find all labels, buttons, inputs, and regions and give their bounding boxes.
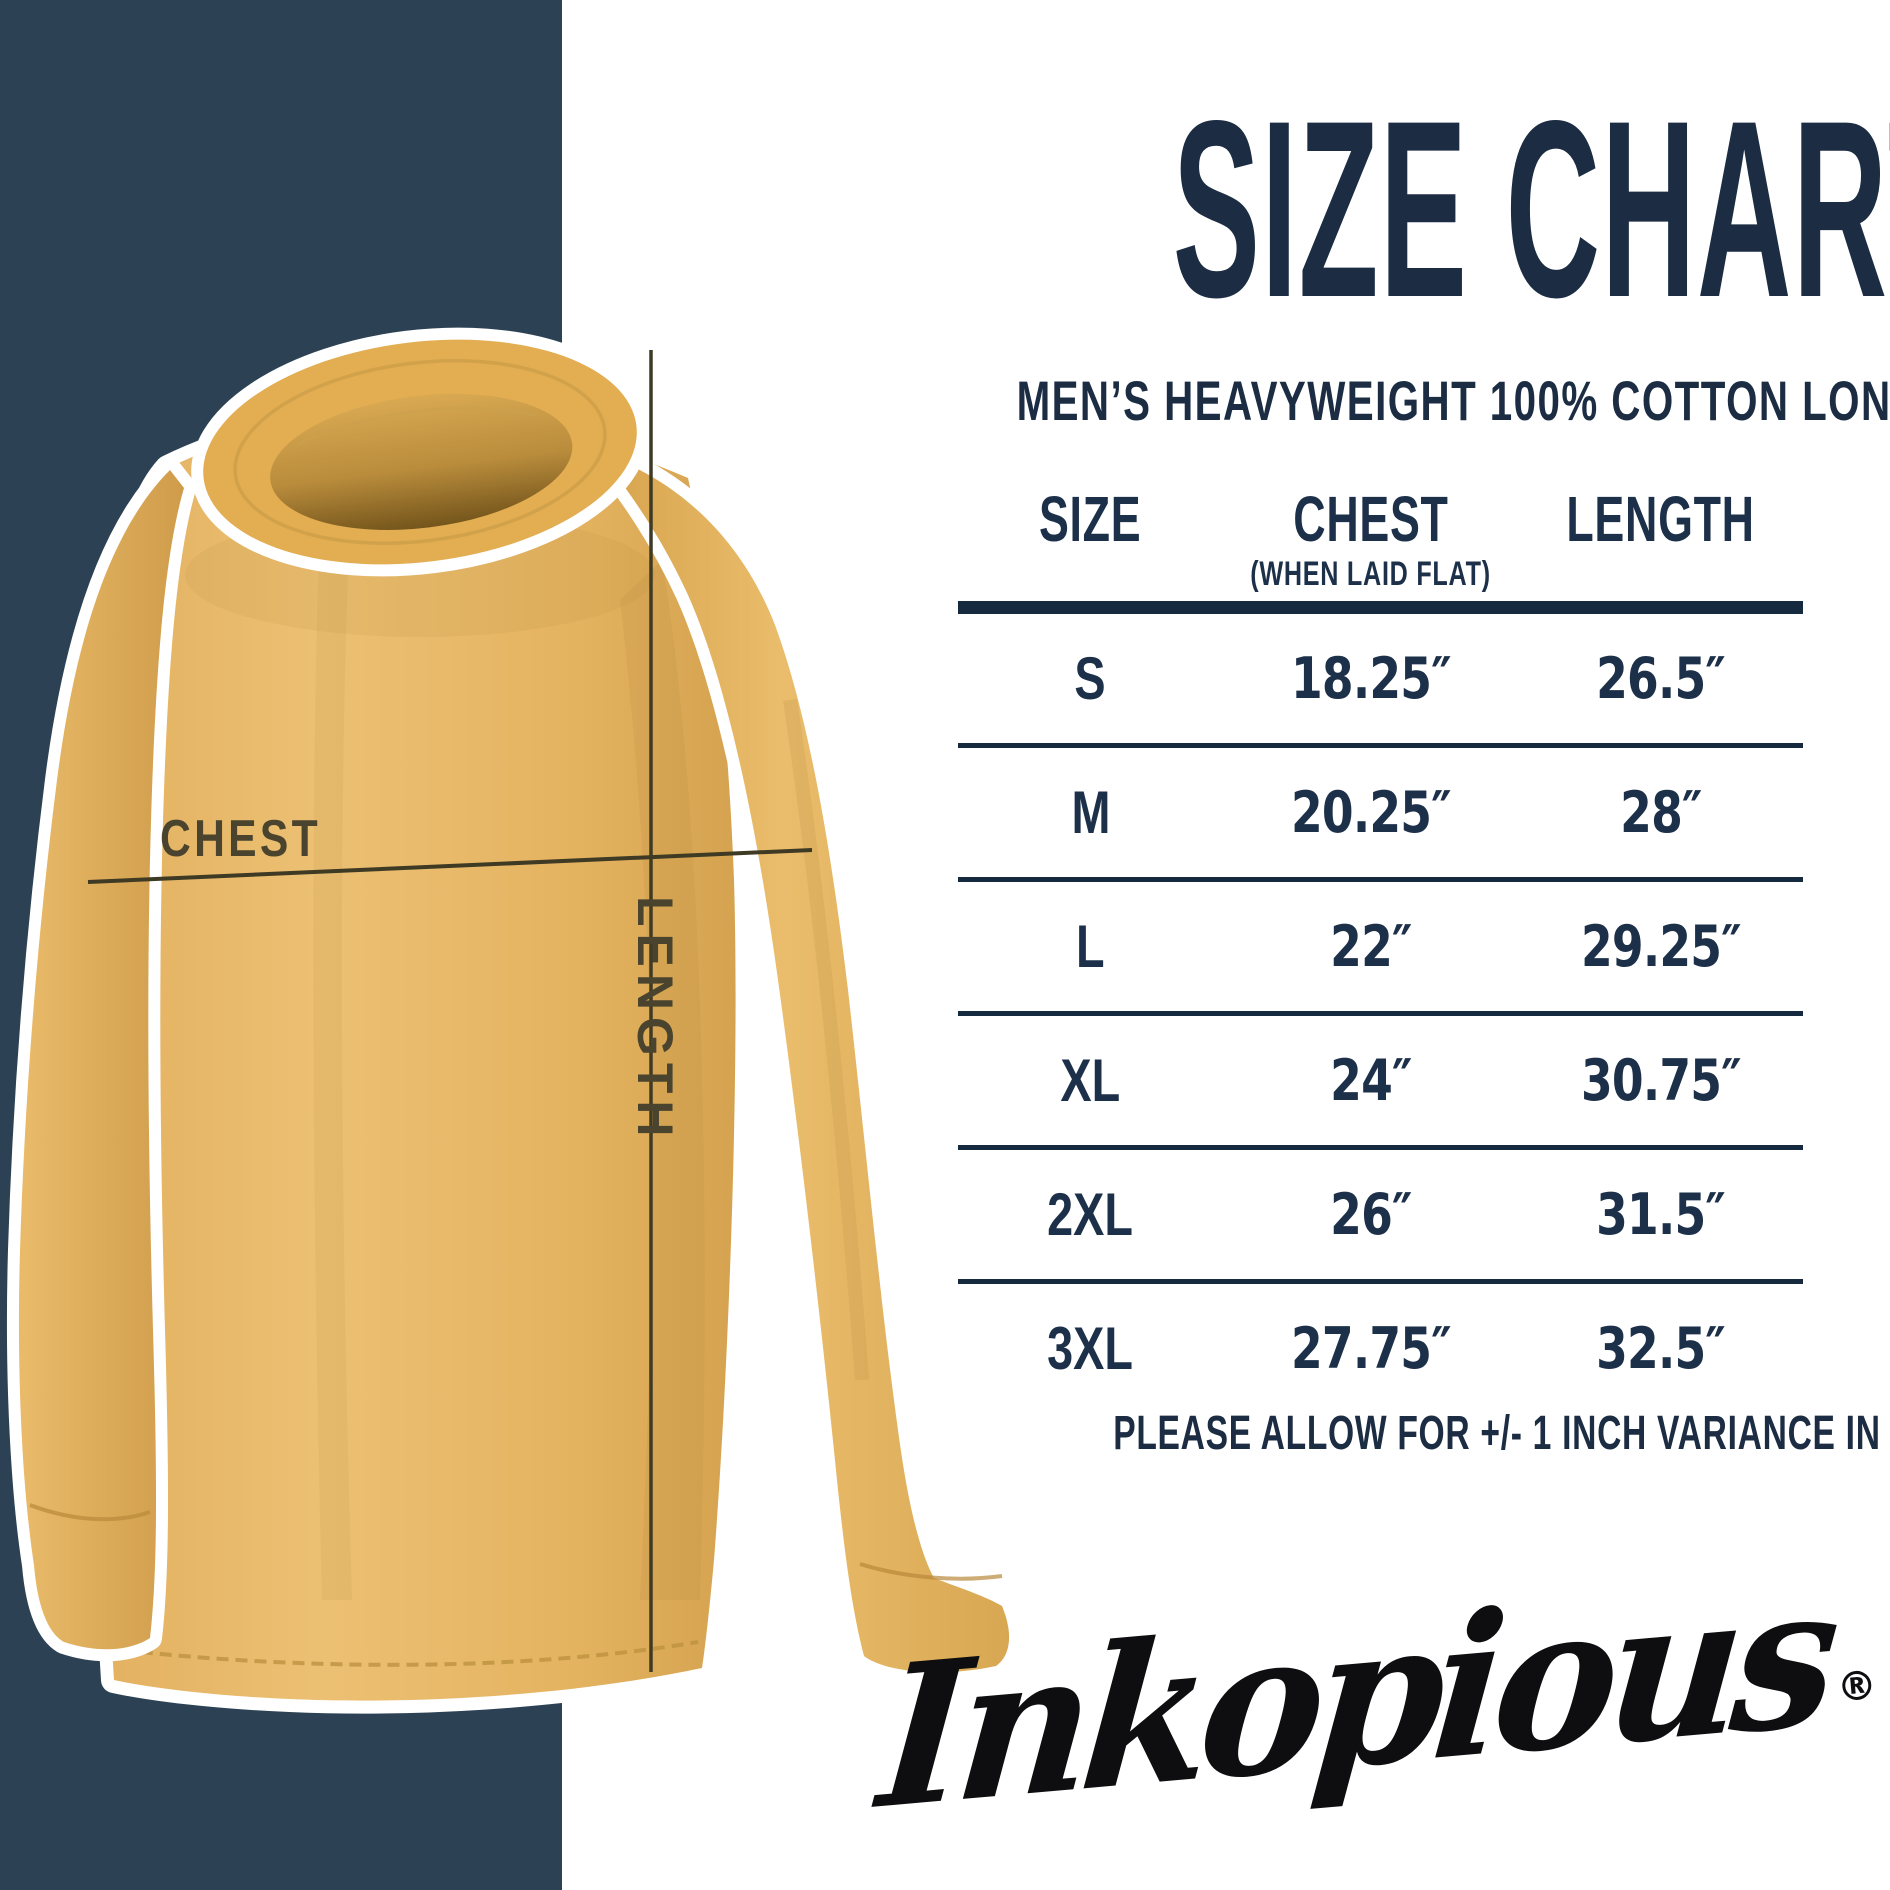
length-cell: 26.5″ bbox=[1596, 645, 1726, 712]
page-title: SIZE CHART bbox=[1172, 69, 1890, 350]
hem-stitch bbox=[121, 1640, 699, 1667]
column-header-size: SIZE bbox=[1039, 483, 1142, 555]
right-cuff-seam bbox=[859, 1562, 1003, 1581]
chest-cell: 18.25″ bbox=[1290, 645, 1452, 712]
table-row: XL 24″ 30.75″ bbox=[958, 1016, 1803, 1151]
collar-seam bbox=[297, 406, 537, 447]
table-header-rule bbox=[958, 601, 1803, 615]
column-header-chest-note: (WHEN LAID FLAT) bbox=[1250, 555, 1491, 594]
size-cell: XL bbox=[1060, 1047, 1121, 1115]
column-header-length: LENGTH bbox=[1566, 483, 1755, 555]
size-cell: S bbox=[1074, 645, 1107, 713]
length-cell: 32.5″ bbox=[1596, 1315, 1726, 1382]
table-row: M 20.25″ 28″ bbox=[958, 748, 1803, 883]
table-row: L 22″ 29.25″ bbox=[958, 882, 1803, 1017]
page-subtitle: MEN’S HEAVYWEIGHT 100% COTTON LONG SLEEV… bbox=[1016, 369, 1890, 432]
chest-measure-line bbox=[87, 848, 813, 884]
size-cell: 2XL bbox=[1047, 1181, 1134, 1249]
variance-note: PLEASE ALLOW FOR +/- 1 INCH VARIANCE IN … bbox=[1113, 1407, 1890, 1460]
chest-measure-label: CHEST bbox=[160, 810, 321, 868]
table-row: 3XL 27.75″ 32.5″ bbox=[958, 1284, 1803, 1413]
table-row: S 18.25″ 26.5″ bbox=[958, 614, 1803, 749]
left-cuff-seam bbox=[29, 1503, 151, 1522]
tshirt-right-sleeve bbox=[586, 440, 1022, 1685]
tshirt-left-sleeve bbox=[6, 458, 196, 1662]
size-table: SIZE CHEST (WHEN LAID FLAT) LENGTH S 18.… bbox=[958, 483, 1803, 1413]
chest-cell: 24″ bbox=[1329, 1047, 1412, 1114]
length-cell: 30.75″ bbox=[1580, 1047, 1742, 1114]
length-cell: 28″ bbox=[1619, 779, 1702, 846]
table-row: 2XL 26″ 31.5″ bbox=[958, 1150, 1803, 1285]
column-header-chest: CHEST (WHEN LAID FLAT) bbox=[1250, 483, 1491, 594]
size-cell: L bbox=[1076, 913, 1105, 981]
chest-cell: 27.75″ bbox=[1290, 1315, 1452, 1382]
tshirt-collar bbox=[191, 327, 649, 577]
chest-cell: 22″ bbox=[1329, 913, 1412, 980]
length-measure-label: LENGTH bbox=[627, 896, 683, 1144]
chest-cell: 20.25″ bbox=[1290, 779, 1452, 846]
registered-trademark-icon: ® bbox=[1835, 1662, 1879, 1712]
size-cell: M bbox=[1070, 779, 1110, 847]
measurement-guides: CHEST LENGTH bbox=[87, 350, 813, 1672]
length-cell: 29.25″ bbox=[1580, 913, 1742, 980]
size-table-header: SIZE CHEST (WHEN LAID FLAT) LENGTH bbox=[958, 483, 1803, 594]
chest-cell: 26″ bbox=[1329, 1181, 1412, 1248]
size-cell: 3XL bbox=[1047, 1315, 1134, 1383]
length-cell: 31.5″ bbox=[1596, 1181, 1726, 1248]
